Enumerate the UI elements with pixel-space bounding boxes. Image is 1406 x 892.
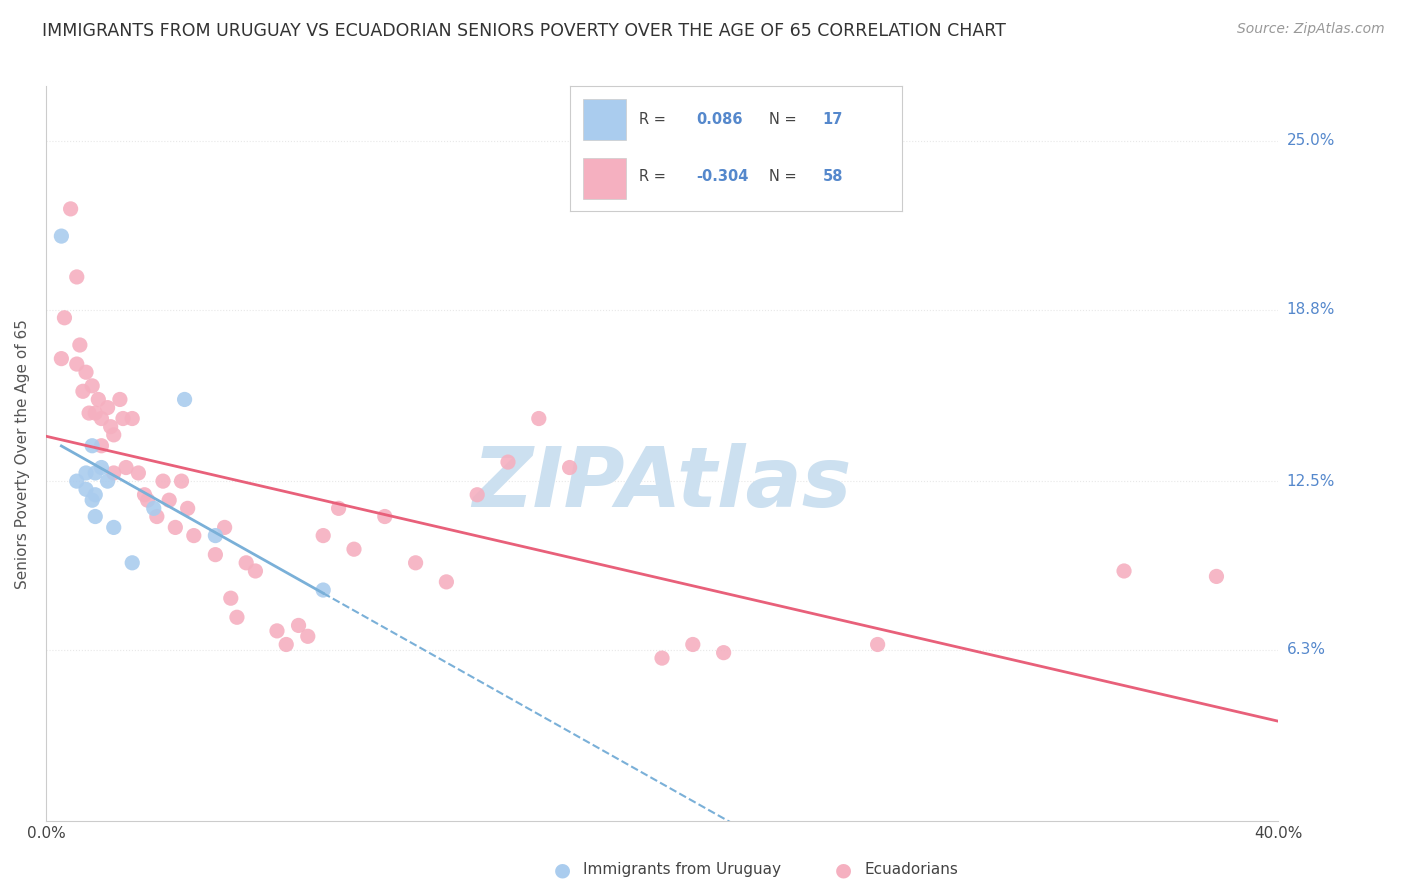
Point [170, 474, 193, 488]
Point [82, 493, 104, 508]
Point [682, 638, 704, 652]
Point [75, 365, 97, 379]
Point [69, 338, 91, 352]
Point [82, 439, 104, 453]
Point [328, 501, 350, 516]
Point [108, 392, 131, 407]
Point [152, 474, 174, 488]
Point [121, 411, 143, 425]
Point [66, 357, 89, 371]
Point [103, 466, 125, 480]
Point [75, 483, 97, 497]
Point [165, 520, 187, 534]
Text: 18.8%: 18.8% [1286, 302, 1334, 318]
Point [214, 520, 236, 534]
Point [100, 419, 122, 434]
Point [651, 651, 673, 665]
Point [266, 624, 288, 638]
Point [77, 406, 100, 420]
Point [111, 411, 134, 425]
Point [90, 439, 112, 453]
Point [312, 582, 335, 597]
Point [312, 528, 335, 542]
Point [134, 488, 156, 502]
Point [90, 460, 112, 475]
Point [53, 310, 76, 325]
Point [866, 638, 889, 652]
Point [343, 542, 366, 557]
Point [245, 564, 267, 578]
Text: 25.0%: 25.0% [1286, 133, 1334, 148]
Point [97, 474, 120, 488]
Point [496, 455, 519, 469]
Point [90, 411, 112, 425]
Point [374, 509, 396, 524]
Text: Ecuadorians: Ecuadorians [865, 863, 959, 877]
Point [84, 488, 107, 502]
Point [157, 493, 180, 508]
Point [204, 548, 226, 562]
Point [103, 520, 125, 534]
Point [465, 488, 488, 502]
Point [527, 411, 550, 425]
Point [434, 574, 457, 589]
Point [97, 401, 120, 415]
Point [142, 501, 165, 516]
Text: ●: ● [554, 860, 571, 880]
Point [176, 501, 198, 516]
Text: Source: ZipAtlas.com: Source: ZipAtlas.com [1237, 22, 1385, 37]
Point [173, 392, 195, 407]
Text: 12.5%: 12.5% [1286, 474, 1334, 489]
Point [1205, 569, 1227, 583]
Point [127, 466, 149, 480]
Point [66, 269, 89, 284]
Point [219, 591, 242, 606]
Point [276, 638, 298, 652]
Point [75, 466, 97, 480]
Point [558, 460, 581, 475]
Point [66, 474, 89, 488]
Point [183, 528, 205, 542]
Point [287, 618, 309, 632]
Y-axis label: Seniors Poverty Over the Age of 65: Seniors Poverty Over the Age of 65 [15, 319, 30, 589]
Point [1112, 564, 1135, 578]
Point [84, 509, 107, 524]
Text: 6.3%: 6.3% [1286, 642, 1326, 657]
Point [84, 466, 107, 480]
Point [226, 610, 249, 624]
Point [82, 379, 104, 393]
Point [204, 528, 226, 542]
Point [136, 493, 159, 508]
Text: ZIPAtlas: ZIPAtlas [472, 442, 852, 524]
Point [235, 556, 257, 570]
Point [405, 556, 427, 570]
Point [121, 556, 143, 570]
Point [87, 392, 110, 407]
Point [51, 351, 73, 366]
Point [72, 384, 94, 399]
Point [115, 460, 138, 475]
Point [297, 629, 319, 643]
Point [103, 428, 125, 442]
Point [51, 229, 73, 244]
Point [84, 406, 107, 420]
Text: ●: ● [835, 860, 852, 880]
Text: Immigrants from Uruguay: Immigrants from Uruguay [583, 863, 782, 877]
Point [146, 509, 169, 524]
Point [713, 646, 735, 660]
Text: IMMIGRANTS FROM URUGUAY VS ECUADORIAN SENIORS POVERTY OVER THE AGE OF 65 CORRELA: IMMIGRANTS FROM URUGUAY VS ECUADORIAN SE… [42, 22, 1007, 40]
Point [59, 202, 82, 216]
